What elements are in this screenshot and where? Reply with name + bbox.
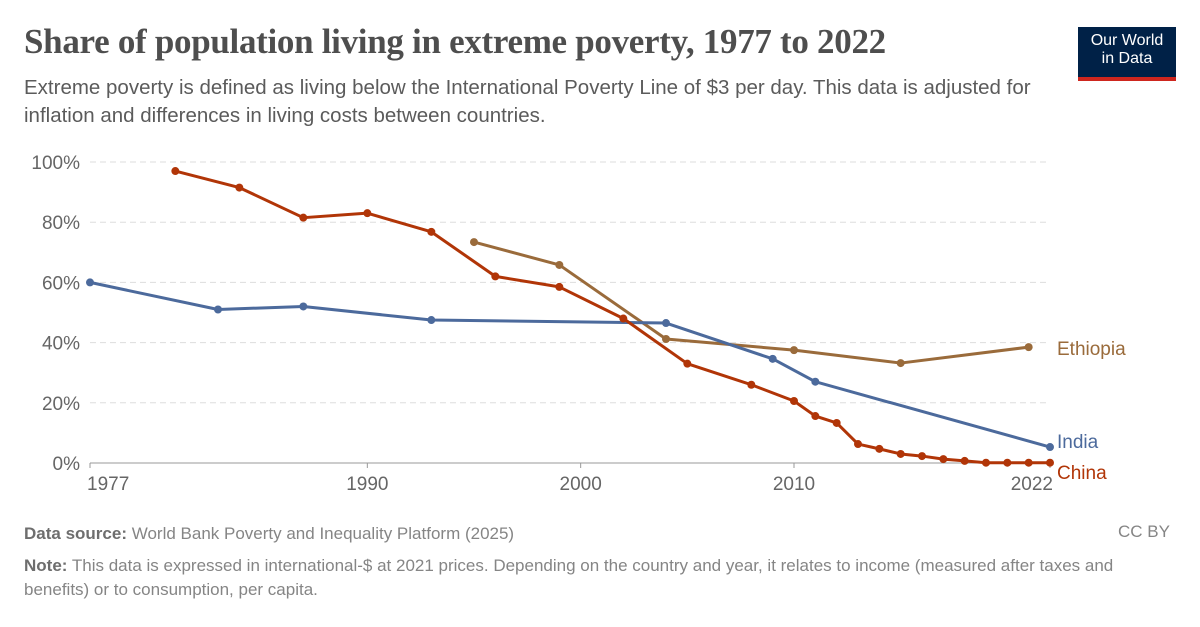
y-tick-label: 40% [42,334,80,355]
source-label: Data source: [24,524,127,543]
india-point [299,302,308,311]
india-point [214,305,222,314]
ethiopia-point [790,346,798,355]
india-label: India [1057,432,1099,453]
y-tick-label: 20% [42,394,80,415]
china-point [235,183,244,192]
china-point [875,444,884,453]
data-source: Data source: World Bank Poverty and Ineq… [24,522,514,546]
china-point [790,396,798,405]
note-text: This data is expressed in international-… [24,556,1114,599]
x-tick-label: 2022 [1011,474,1053,495]
y-tick-label: 0% [53,454,81,475]
china-point [918,452,926,461]
ethiopia-point [555,260,564,269]
china-point [1024,458,1033,467]
note: Note: This data is expressed in internat… [24,554,1154,602]
owid-logo[interactable]: Our World in Data [1078,27,1176,81]
india-point [427,316,436,325]
china-point [363,209,372,218]
logo-line2: in Data [1101,50,1153,67]
china-point [555,282,564,291]
ethiopia-point [470,238,478,247]
china-label: China [1057,463,1107,484]
china-point [832,418,841,427]
china-point [171,167,180,176]
china-point [1003,458,1012,467]
ethiopia-point [896,359,905,368]
china-point [299,213,308,222]
china-point [854,440,862,449]
india-point [662,319,670,328]
x-tick-label: 1990 [346,474,388,495]
china-point [982,458,990,467]
china-point [811,412,820,421]
china-line [174,169,1050,465]
india-line [89,280,1051,449]
china-point [747,380,756,389]
china-point [619,314,628,323]
license[interactable]: CC BY [1118,522,1170,541]
ethiopia-point [1024,343,1033,352]
logo-line1: Our World [1090,32,1164,49]
ethiopia-label: Ethiopia [1057,339,1126,360]
y-tick-label: 100% [31,153,80,174]
china-point [491,272,500,281]
ethiopia-point [662,334,670,343]
source-text[interactable]: World Bank Poverty and Inequality Platfo… [131,524,515,543]
x-tick-label: 2010 [773,474,815,495]
y-tick-label: 60% [42,273,80,294]
x-tick-label: 2000 [560,474,602,495]
china-point [896,449,905,458]
chart-title: Share of population living in extreme po… [24,22,886,61]
chart-subtitle: Extreme poverty is defined as living bel… [24,76,1031,127]
china-point [683,359,692,368]
india-point [768,354,777,363]
x-tick-label: 1977 [87,474,129,495]
china-point [939,455,948,464]
china-point [1046,458,1054,467]
india-point [811,377,820,386]
india-point [1046,443,1054,452]
india-point [86,278,94,287]
note-label: Note: [24,556,68,575]
china-point [960,456,969,465]
china-point [427,227,436,236]
y-tick-label: 80% [42,213,80,234]
ethiopia-line [473,240,1029,365]
